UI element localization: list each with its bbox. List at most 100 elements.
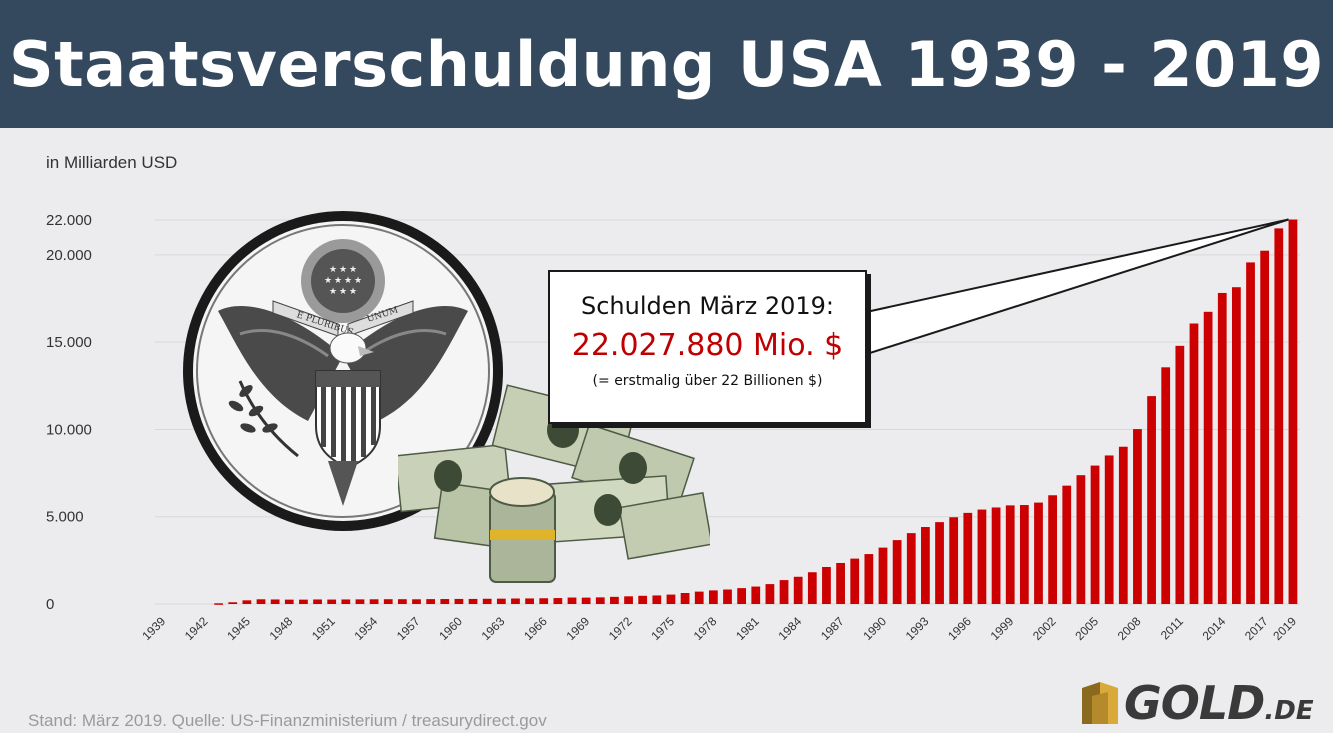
bar-2007 [1118, 446, 1128, 604]
bar-2008 [1133, 429, 1142, 604]
x-tick-label: 1954 [351, 614, 380, 643]
x-tick-label: 2002 [1030, 614, 1059, 643]
gold-de-logo: GOLD.DE [1078, 672, 1328, 730]
bar-1974 [652, 595, 662, 604]
y-tick-label: 0 [46, 596, 54, 613]
x-tick-label: 1984 [776, 614, 805, 643]
source-note: Stand: März 2019. Quelle: US-Finanzminis… [28, 711, 547, 730]
annotation-callout: Schulden März 2019: 22.027.880 Mio. $ (=… [548, 270, 867, 424]
x-tick-label: 1960 [436, 614, 465, 643]
x-tick-label: 1939 [139, 614, 168, 643]
bar-1966 [539, 598, 549, 604]
y-axis-unit-label: in Milliarden USD [46, 153, 178, 172]
x-tick-label: 1996 [945, 614, 974, 643]
x-tick-label: 1981 [733, 614, 762, 643]
bar-1956 [397, 599, 407, 604]
bar-1976 [680, 593, 690, 604]
bar-1991 [892, 540, 902, 604]
x-tick-label: 1972 [606, 614, 635, 643]
x-tick-label: 1993 [903, 614, 932, 643]
annotation-title: Schulden März 2019: [580, 292, 835, 320]
svg-text:★: ★ [329, 287, 337, 297]
bar-1954 [369, 599, 379, 604]
x-tick-label: 1978 [691, 614, 720, 643]
x-tick-label: 2014 [1200, 614, 1229, 643]
bar-2014 [1217, 292, 1227, 604]
bar-1968 [567, 597, 577, 604]
bar-1973 [638, 595, 648, 604]
x-tick-label: 1966 [521, 614, 550, 643]
svg-text:★: ★ [349, 265, 357, 275]
bar-1960 [454, 598, 464, 604]
bar-1998 [991, 507, 1001, 604]
bar-1971 [610, 596, 619, 604]
bar-1951 [327, 599, 337, 604]
bar-1970 [595, 597, 605, 604]
bar-2013 [1203, 311, 1213, 604]
bar-2018 [1274, 228, 1284, 605]
bar-1993 [921, 527, 930, 604]
bar-2001 [1034, 502, 1043, 604]
bar-1992 [906, 533, 916, 604]
y-tick-label: 15.000 [46, 334, 92, 351]
title-bar: Staatsverschuldung USA 1939 - 2019 [0, 0, 1333, 128]
bar-1975 [666, 594, 676, 604]
svg-text:★: ★ [334, 276, 342, 286]
annotation-note: (= erstmalig über 22 Billionen $) [592, 373, 823, 389]
x-tick-label: 2017 [1242, 614, 1271, 643]
bar-1946 [256, 599, 266, 604]
x-tick-label: 1951 [309, 614, 338, 643]
page-title: Staatsverschuldung USA 1939 - 2019 [9, 27, 1324, 101]
bar-1963 [496, 598, 506, 604]
bar-1950 [313, 599, 322, 604]
x-tick-label: 1990 [860, 614, 889, 643]
svg-text:★: ★ [344, 276, 352, 286]
bar-1983 [779, 580, 789, 604]
bar-1996 [963, 512, 973, 604]
bar-2010 [1161, 367, 1171, 604]
great-seal-icon: ★ ★ ★ ★ ★ ★ ★ ★ ★ ★ E PLURIBUS UNUM [183, 211, 503, 531]
bar-1990 [878, 547, 888, 604]
x-tick-label: 1942 [182, 614, 211, 643]
x-tick-label: 2019 [1270, 614, 1299, 643]
bar-2011 [1175, 345, 1185, 604]
bar-1978 [708, 590, 718, 604]
bar-1969 [581, 597, 591, 604]
x-tick-label: 1969 [563, 614, 592, 643]
bar-1989 [864, 554, 874, 604]
bar-1945 [242, 600, 252, 604]
bar-2015 [1232, 287, 1241, 604]
y-tick-label: 20.000 [46, 247, 92, 264]
x-tick-label: 1999 [988, 614, 1017, 643]
bar-1988 [850, 558, 860, 604]
svg-text:★: ★ [349, 287, 357, 297]
x-tick-label: 2011 [1158, 614, 1186, 642]
bar-1962 [482, 598, 492, 604]
bar-1949 [299, 599, 308, 604]
bar-1984 [793, 576, 803, 604]
bar-2004 [1076, 475, 1086, 604]
y-axis-ticks: 0 5.000 10.000 15.000 20.000 22.000 [46, 212, 92, 613]
bar-2019 [1288, 219, 1298, 604]
bar-1994 [935, 522, 944, 604]
annotation-value: 22.027.880 Mio. $ [571, 328, 844, 363]
bar-1964 [511, 598, 520, 604]
y-tick-label: 10.000 [46, 421, 92, 438]
dollar-bills-icon [398, 384, 710, 583]
bar-1995 [949, 517, 959, 604]
y-tick-label: 5.000 [46, 509, 84, 526]
bar-1965 [525, 598, 534, 604]
x-tick-label: 2008 [1115, 614, 1144, 643]
bar-1953 [355, 599, 365, 604]
bar-1952 [341, 599, 351, 604]
bar-1985 [807, 572, 817, 604]
bar-1961 [468, 598, 478, 604]
bar-1958 [426, 599, 436, 604]
bar-1979 [723, 589, 732, 604]
bar-2005 [1090, 465, 1100, 604]
bar-1999 [1005, 505, 1015, 604]
bar-2016 [1246, 262, 1255, 604]
x-tick-label: 1945 [224, 614, 253, 643]
x-tick-label: 1963 [479, 614, 508, 643]
bar-1980 [737, 588, 747, 604]
